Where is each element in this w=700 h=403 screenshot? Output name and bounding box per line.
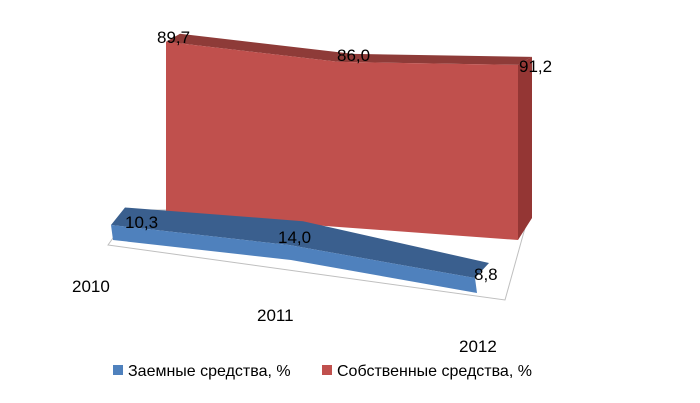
x-tick-label: 2012 (459, 337, 497, 356)
data-label: 8,8 (474, 265, 498, 284)
x-tick-label: 2010 (72, 277, 110, 296)
legend-swatch-own (322, 365, 332, 375)
series-borrowed-funds-area (111, 225, 477, 293)
series-own-funds-top (166, 33, 532, 65)
series-borrowed-funds-top (111, 207, 489, 278)
series-borrowed-funds (111, 207, 489, 293)
series-own-funds-area (166, 41, 518, 240)
data-label: 14,0 (278, 228, 311, 247)
legend-label-own: Собственные средства, % (337, 363, 532, 380)
series-own-funds-side (518, 56, 532, 241)
data-label: 86,0 (337, 46, 370, 65)
data-label: 91,2 (519, 57, 552, 76)
x-tick-label: 2011 (257, 306, 294, 325)
data-label: 10,3 (125, 213, 158, 232)
legend: Заемные средства, % Собственные средства… (113, 363, 532, 380)
series-own-funds (166, 33, 532, 241)
legend-swatch-borrowed (113, 365, 123, 375)
data-label: 89,7 (157, 28, 190, 47)
legend-label-borrowed: Заемные средства, % (128, 363, 291, 380)
